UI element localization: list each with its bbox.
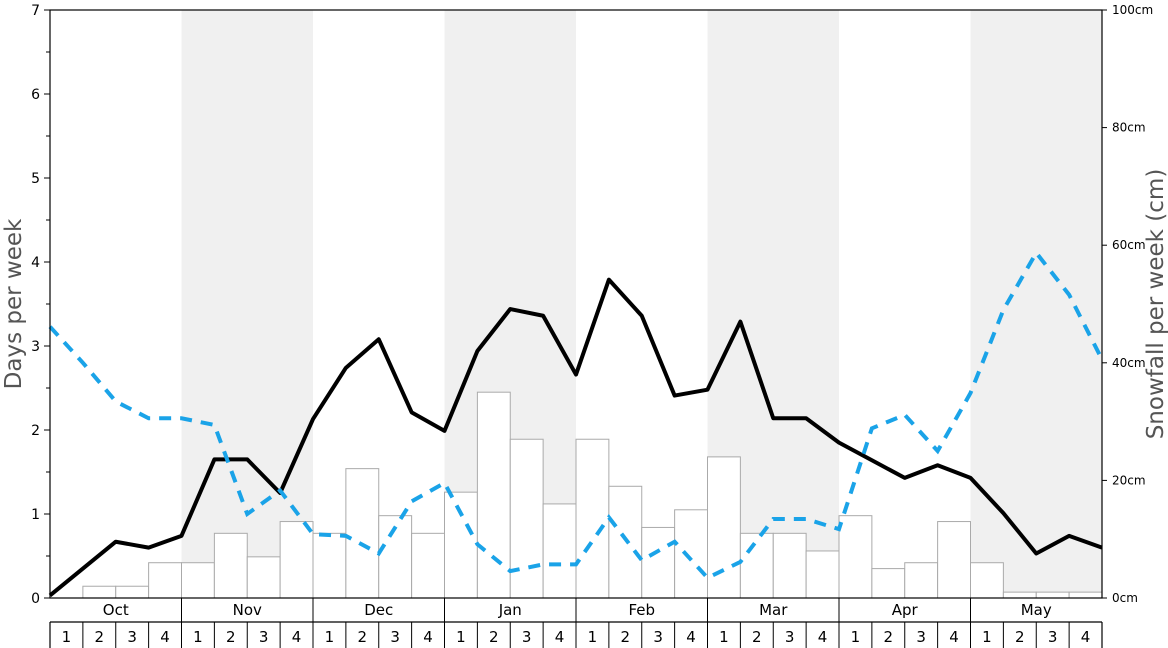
snowfall-bar bbox=[904, 562, 939, 599]
right-tick-label: 0cm bbox=[1112, 591, 1138, 605]
week-label: 3 bbox=[522, 628, 532, 646]
week-label: 1 bbox=[325, 628, 335, 646]
week-label: 2 bbox=[358, 628, 368, 646]
left-tick-label: 1 bbox=[31, 507, 40, 523]
week-label: 4 bbox=[949, 628, 959, 646]
right-axis-title: Snowfall per week (cm) bbox=[1143, 169, 1168, 440]
week-label: 3 bbox=[259, 628, 269, 646]
snowfall-bar bbox=[1068, 591, 1103, 599]
right-tick-label: 100cm bbox=[1112, 3, 1153, 17]
month-label-row: Oct Nov Dec Jan Feb Mar Apr May bbox=[50, 598, 1102, 623]
snowfall-bar bbox=[805, 550, 840, 599]
left-y-axis: 0 1 2 3 4 5 6 7 bbox=[31, 3, 50, 607]
snowfall-bar bbox=[739, 532, 774, 599]
snowfall-bar bbox=[772, 532, 807, 599]
week-label: 1 bbox=[851, 628, 861, 646]
snowfall-bar bbox=[115, 585, 150, 599]
week-label: 4 bbox=[818, 628, 828, 646]
month-label: Dec bbox=[364, 601, 393, 619]
data-lines bbox=[48, 249, 1104, 598]
week-label: 4 bbox=[423, 628, 433, 646]
week-label: 2 bbox=[489, 628, 499, 646]
snowfall-bar bbox=[608, 485, 643, 599]
snowfall-bar bbox=[542, 503, 577, 599]
snowfall-bar bbox=[213, 532, 248, 599]
snowfall-bar bbox=[1002, 591, 1037, 599]
snowfall-bar bbox=[641, 526, 676, 599]
week-label: 2 bbox=[1015, 628, 1025, 646]
snowfall-bar bbox=[279, 521, 314, 599]
month-label: May bbox=[1021, 601, 1052, 619]
right-y-axis: 0cm 20cm 40cm 60cm 80cm 100cm bbox=[1102, 3, 1153, 605]
month-label: Feb bbox=[628, 601, 655, 619]
snowfall-bar bbox=[509, 438, 544, 599]
snowfall-bar bbox=[444, 491, 478, 599]
left-tick-label: 7 bbox=[31, 3, 40, 19]
snowfall-bar bbox=[838, 515, 873, 599]
month-label: Jan bbox=[498, 601, 522, 619]
week-label: 2 bbox=[752, 628, 762, 646]
snowfall-bar bbox=[312, 532, 347, 599]
week-label: 4 bbox=[686, 628, 696, 646]
month-label: Apr bbox=[892, 601, 919, 619]
snowfall-bar bbox=[181, 562, 215, 599]
right-tick-label: 80cm bbox=[1112, 121, 1146, 135]
snowfall-bar bbox=[707, 456, 741, 599]
month-band-nov bbox=[181, 10, 313, 598]
right-tick-label: 60cm bbox=[1112, 238, 1146, 252]
snowfall-bar bbox=[970, 562, 1004, 599]
week-label: 3 bbox=[390, 628, 400, 646]
week-label: 2 bbox=[884, 628, 894, 646]
week-label: 1 bbox=[193, 628, 203, 646]
snowfall-bar bbox=[82, 585, 117, 599]
snowfall-bar bbox=[246, 556, 281, 599]
dashed-series-line bbox=[48, 249, 1104, 581]
snowfall-bar bbox=[1035, 591, 1070, 599]
month-label: Nov bbox=[233, 601, 262, 619]
left-tick-label: 5 bbox=[31, 171, 40, 187]
week-label: 1 bbox=[719, 628, 729, 646]
week-label: 3 bbox=[785, 628, 795, 646]
left-tick-label: 6 bbox=[31, 87, 40, 103]
left-tick-label: 2 bbox=[31, 423, 40, 439]
week-label-row: 1 2 3 4 1 2 3 4 1 2 3 4 1 2 3 4 1 2 3 4 1 2 3 4 1 2 3 4 1 2 3 4 bbox=[49, 622, 1103, 648]
week-label: 1 bbox=[982, 628, 992, 646]
week-label: 2 bbox=[621, 628, 631, 646]
month-band-may bbox=[970, 10, 1102, 598]
snowfall-bar bbox=[937, 521, 971, 599]
snowfall-bar bbox=[476, 391, 511, 599]
week-label: 3 bbox=[653, 628, 663, 646]
left-axis-title: Days per week bbox=[1, 218, 27, 389]
week-label: 3 bbox=[127, 628, 137, 646]
snowfall-bar bbox=[575, 438, 610, 599]
week-label: 3 bbox=[1048, 628, 1058, 646]
snowfall-bar bbox=[871, 568, 906, 599]
left-tick-label: 3 bbox=[31, 339, 40, 355]
right-tick-label: 40cm bbox=[1112, 356, 1146, 370]
week-label: 4 bbox=[160, 628, 170, 646]
week-label: 3 bbox=[916, 628, 926, 646]
snowfall-bar bbox=[345, 468, 380, 599]
week-label: 1 bbox=[588, 628, 598, 646]
week-label: 1 bbox=[62, 628, 72, 646]
week-label: 2 bbox=[226, 628, 236, 646]
week-label: 4 bbox=[1081, 628, 1091, 646]
snowfall-bar bbox=[148, 562, 182, 599]
month-label: Oct bbox=[103, 601, 129, 619]
week-label: 4 bbox=[555, 628, 565, 646]
right-tick-label: 20cm bbox=[1112, 473, 1146, 487]
week-label: 4 bbox=[292, 628, 302, 646]
left-tick-label: 0 bbox=[31, 591, 40, 607]
week-label: 1 bbox=[456, 628, 466, 646]
month-label: Mar bbox=[759, 601, 788, 619]
snowfall-bar bbox=[674, 509, 708, 599]
snowfall-bar bbox=[411, 532, 445, 599]
left-tick-label: 4 bbox=[31, 255, 40, 271]
week-label: 2 bbox=[95, 628, 105, 646]
